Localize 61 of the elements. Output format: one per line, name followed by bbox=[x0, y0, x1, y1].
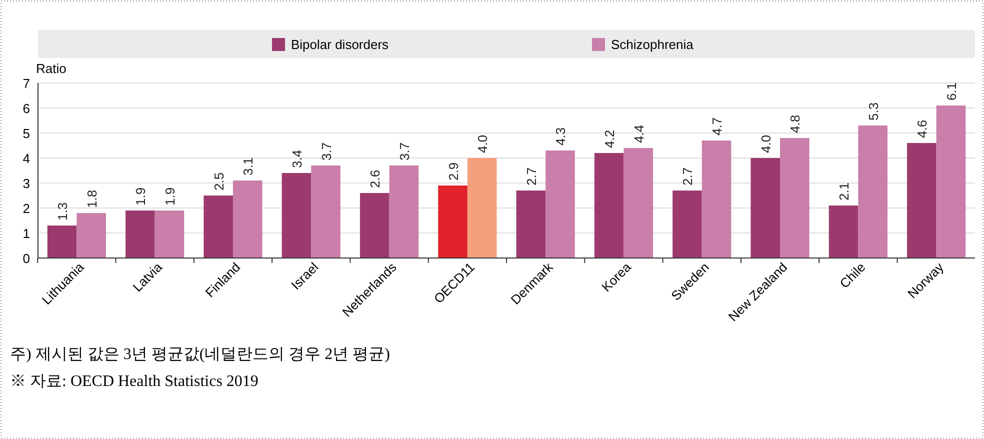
data-label: 4.3 bbox=[553, 127, 568, 146]
bar bbox=[467, 158, 497, 258]
bar bbox=[47, 226, 77, 258]
bar bbox=[624, 148, 654, 258]
data-label: 3.1 bbox=[240, 157, 256, 176]
data-label: 1.3 bbox=[55, 202, 70, 220]
bar bbox=[936, 106, 966, 258]
data-label: 2.1 bbox=[836, 182, 852, 200]
y-tick-label: 2 bbox=[22, 201, 30, 216]
data-label: 1.8 bbox=[84, 190, 100, 208]
y-tick-label: 1 bbox=[22, 226, 30, 241]
bar bbox=[780, 138, 810, 258]
bar bbox=[702, 140, 732, 258]
legend-label: Schizophrenia bbox=[611, 37, 694, 52]
data-label: 3.4 bbox=[289, 150, 304, 168]
text: 주) 제시된 값은 3년 평균값(네덜란드의 경우 2년 평균) bbox=[10, 346, 390, 363]
data-label: 2.5 bbox=[211, 172, 226, 190]
bar bbox=[858, 126, 888, 258]
data-label: 4.4 bbox=[631, 124, 646, 143]
data-label: 5.3 bbox=[866, 102, 881, 120]
bar bbox=[672, 190, 702, 258]
data-label: 2.7 bbox=[680, 167, 696, 186]
bar bbox=[204, 196, 233, 258]
bar bbox=[546, 150, 575, 258]
y-tick-label: 0 bbox=[22, 251, 30, 266]
data-label: 1.9 bbox=[133, 187, 148, 206]
bar bbox=[389, 166, 419, 258]
data-label: 6.1 bbox=[944, 82, 959, 100]
bar bbox=[750, 158, 780, 258]
legend-label: Bipolar disorders bbox=[291, 37, 390, 52]
bar bbox=[360, 193, 390, 258]
data-label: 4.0 bbox=[475, 134, 490, 153]
bar bbox=[907, 143, 936, 258]
data-label: 4.0 bbox=[758, 134, 774, 153]
data-label: 2.7 bbox=[524, 167, 539, 186]
y-tick-label: 4 bbox=[22, 151, 30, 166]
bar bbox=[516, 190, 546, 258]
bar bbox=[126, 210, 155, 258]
bar bbox=[282, 173, 312, 258]
text: ※ 자료: OECD Health Statistics 2019 bbox=[10, 373, 258, 390]
bar bbox=[232, 180, 262, 258]
data-label: 4.2 bbox=[602, 130, 618, 148]
data-label: 4.8 bbox=[788, 114, 803, 133]
bar bbox=[438, 186, 468, 258]
data-label: 2.9 bbox=[446, 162, 461, 180]
bar bbox=[154, 210, 184, 258]
data-label: 4.6 bbox=[914, 120, 930, 138]
data-label: 3.7 bbox=[318, 142, 334, 160]
bar bbox=[828, 206, 858, 258]
data-label: 3.7 bbox=[396, 142, 412, 160]
y-tick-label: 6 bbox=[22, 101, 30, 116]
data-label: 1.9 bbox=[162, 187, 178, 206]
data-label: 2.6 bbox=[368, 170, 383, 188]
data-label: 4.7 bbox=[710, 117, 725, 136]
y-tick-label: 5 bbox=[22, 126, 30, 141]
y-axis-title: Ratio bbox=[36, 61, 66, 76]
y-tick-label: 7 bbox=[22, 76, 30, 91]
bar bbox=[311, 166, 340, 258]
bar bbox=[594, 153, 624, 258]
y-tick-label: 3 bbox=[22, 176, 30, 191]
bar bbox=[76, 213, 106, 258]
